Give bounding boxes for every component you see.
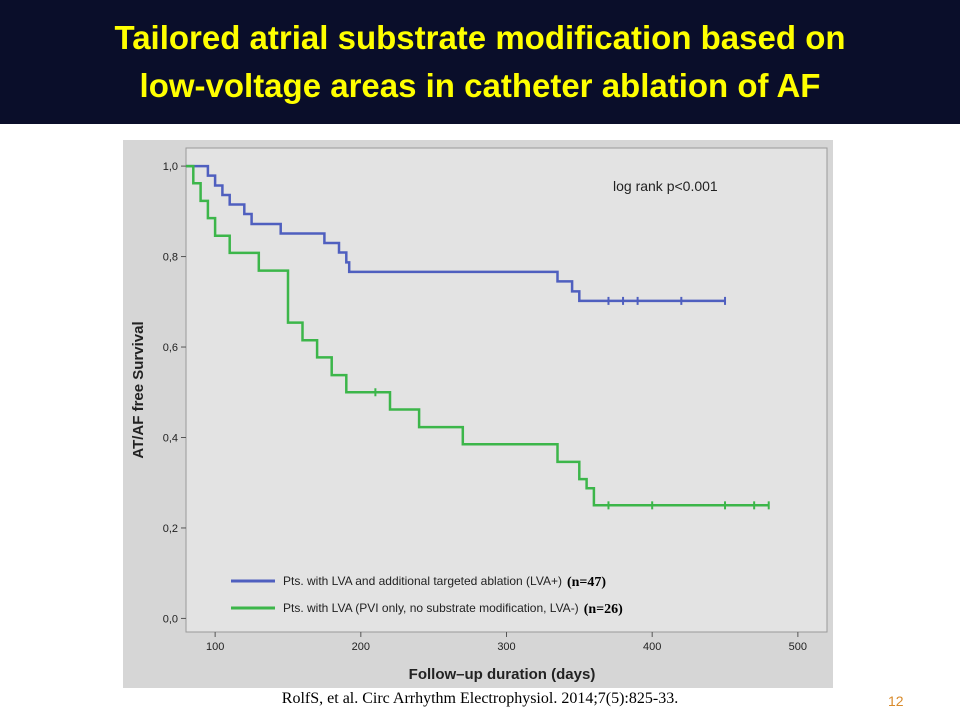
y-tick-label: 0,0: [163, 613, 178, 625]
series-layer: [186, 164, 770, 510]
y-tick-label: 0,8: [163, 252, 178, 264]
x-axis: 100 200 300 400 500: [206, 632, 807, 653]
series-line-2: [186, 164, 769, 507]
y-axis: 0,0 0,2 0,4 0,6 0,8 1,0: [163, 161, 186, 625]
km-chart-figure: 0,0 0,2 0,4 0,6 0,8 1,0 100 200 300 400 500 log r…: [123, 140, 833, 688]
logrank-annotation: log rank p<0.001: [613, 178, 718, 194]
page-number: 12: [888, 693, 904, 709]
y-tick-label: 0,2: [163, 523, 178, 535]
slide-title-line-2: low-voltage areas in catheter ablation o…: [139, 67, 821, 104]
x-axis-label: Follow–up duration (days): [409, 666, 596, 683]
x-tick-label: 100: [206, 641, 224, 653]
y-axis-label: AT/AF free Survival: [130, 321, 147, 458]
x-tick-label: 300: [497, 641, 515, 653]
citation: RolfS, et al. Circ Arrhythm Electrophysi…: [281, 690, 679, 707]
x-tick-label: 400: [643, 641, 661, 653]
y-tick-label: 0,6: [163, 342, 178, 354]
plot-area: [185, 147, 828, 633]
legend: Pts. with LVA and additional targeted ab…: [231, 574, 623, 617]
y-tick-label: 0,4: [163, 432, 178, 444]
y-tick-label: 1,0: [163, 161, 178, 173]
km-chart: 0,0 0,2 0,4 0,6 0,8 1,0 100 200 300 400 500 log r…: [123, 140, 833, 688]
x-tick-label: 200: [352, 641, 370, 653]
series-line-1: [186, 164, 725, 303]
x-tick-label: 500: [789, 641, 807, 653]
slide-title-line-1: Tailored atrial substrate modification b…: [114, 19, 846, 56]
title-banner: Tailored atrial substrate modification b…: [0, 0, 960, 124]
legend-n-label-1: (n=47): [567, 575, 606, 590]
legend-n-label-2: (n=26): [584, 602, 623, 617]
legend-label-1: Pts. with LVA and additional targeted ab…: [283, 574, 562, 588]
legend-label-2: Pts. with LVA (PVI only, no substrate mo…: [283, 601, 579, 615]
